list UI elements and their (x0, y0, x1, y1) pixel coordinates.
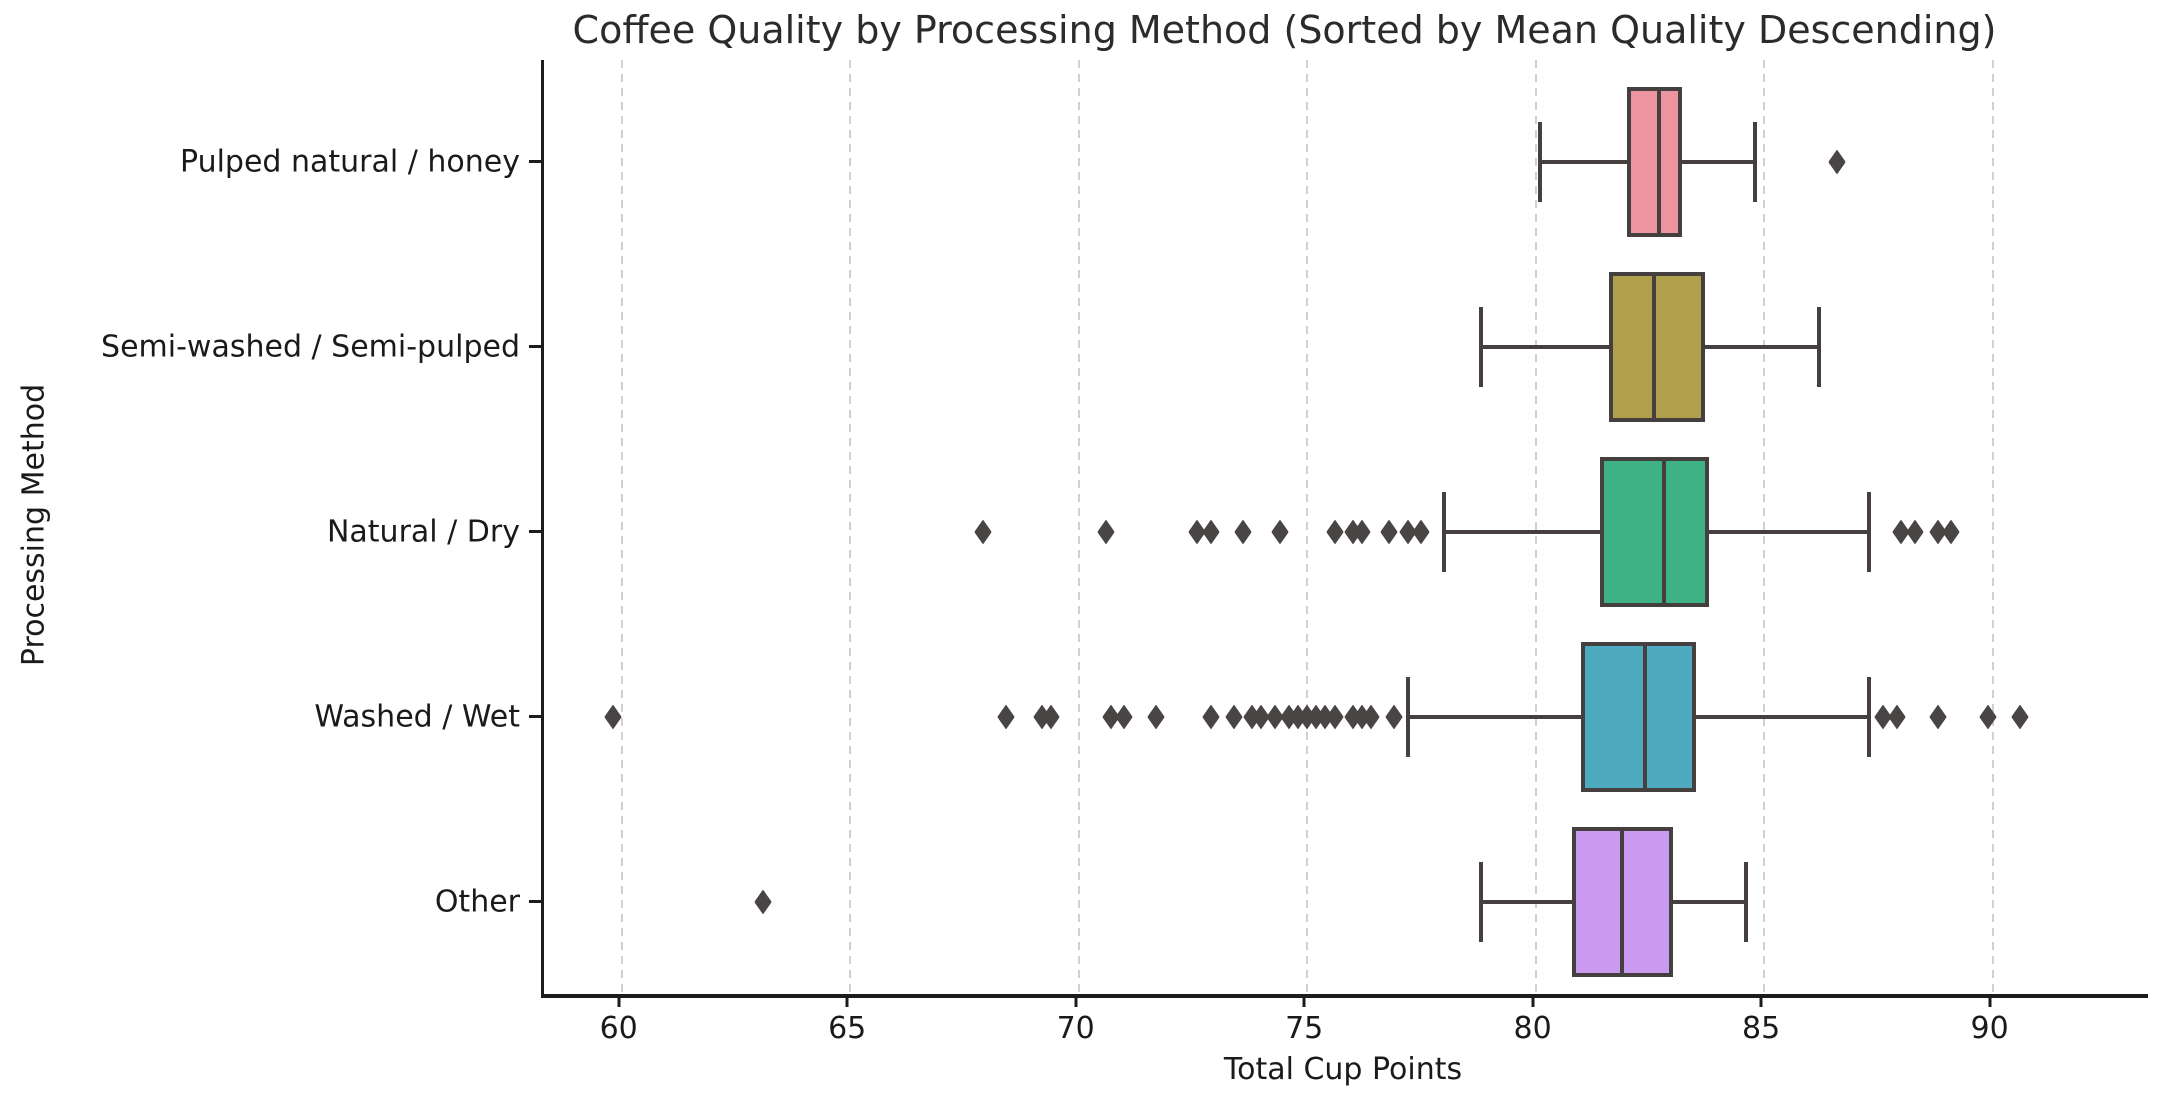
whisker-line-high (1695, 714, 1870, 719)
median-line (1661, 456, 1666, 607)
outlier-point (1979, 703, 1997, 730)
outlier-point (1225, 703, 1243, 730)
outlier-point (1362, 703, 1380, 730)
outlier-point (1828, 148, 1846, 175)
y-tick-label: Pulped natural / honey (180, 144, 520, 179)
gridline (1763, 60, 1766, 994)
box-1 (1627, 86, 1682, 237)
x-tick-label: 65 (828, 1011, 867, 1046)
whisker-line-high (1672, 899, 1746, 904)
outlier-point (1202, 703, 1220, 730)
x-tick-mark (1531, 994, 1535, 1007)
y-tick-mark (529, 715, 542, 718)
box-4 (1581, 641, 1696, 792)
x-tick-label: 85 (1742, 1011, 1781, 1046)
outlier-point (1906, 518, 1924, 545)
outlier-point (1929, 703, 1947, 730)
whisker-cap-high (1752, 121, 1757, 202)
whisker-line-low (1444, 529, 1600, 534)
whisker-cap-low (1442, 491, 1447, 572)
outlier-point (1042, 703, 1060, 730)
y-tick-mark (529, 160, 542, 163)
y-tick-mark (529, 530, 542, 533)
x-tick-label: 80 (1513, 1011, 1552, 1046)
whisker-cap-low (1478, 306, 1483, 387)
outlier-point (973, 518, 992, 545)
gridline (1077, 60, 1080, 994)
box-3 (1599, 456, 1710, 607)
x-tick-mark (617, 994, 621, 1007)
outlier-point (996, 703, 1015, 730)
y-axis-tick-labels: Pulped natural / honey Semi-washed / Semi… (0, 60, 520, 994)
x-tick-mark (1074, 994, 1078, 1007)
y-tick-label: Semi-washed / Semi-pulped (101, 329, 520, 364)
outlier-point (1942, 518, 1961, 545)
gridline (1991, 60, 1994, 994)
x-tick-mark (845, 994, 849, 1007)
x-tick-label: 70 (1056, 1011, 1095, 1046)
outlier-point (2011, 703, 2029, 730)
whisker-line-low (1480, 899, 1573, 904)
outlier-point (603, 703, 622, 730)
outlier-point (1115, 703, 1134, 730)
outlier-point (1325, 703, 1344, 730)
x-tick-mark (1759, 994, 1763, 1007)
gridline (849, 60, 852, 994)
x-tick-mark (1302, 994, 1306, 1007)
whisker-line-low (1480, 344, 1609, 349)
whisker-cap-high (1867, 676, 1872, 757)
plot-area (529, 60, 2148, 998)
whisker-line-high (1709, 529, 1870, 534)
y-tick-mark (529, 345, 542, 348)
y-tick-label: Natural / Dry (326, 514, 520, 549)
gridline (1306, 60, 1309, 994)
x-tick-label: 75 (1285, 1011, 1324, 1046)
x-tick-label: 60 (599, 1011, 638, 1046)
y-tick-mark (529, 900, 542, 903)
outlier-point (1887, 703, 1906, 730)
outlier-point (1097, 518, 1115, 545)
whisker-line-high (1681, 159, 1755, 164)
outlier-point (1325, 518, 1344, 545)
whisker-cap-low (1538, 121, 1543, 202)
x-axis-label: Total Cup Points (1223, 1052, 1463, 1087)
outlier-point (754, 888, 773, 915)
median-line (1657, 86, 1662, 237)
box-2 (1608, 271, 1705, 422)
outlier-point (1147, 703, 1166, 730)
outlier-point (1380, 518, 1399, 545)
outlier-point (1202, 518, 1220, 545)
y-tick-label: Other (434, 884, 520, 919)
x-axis: Total Cup Points 60 65 70 75 80 85 90 (541, 994, 2145, 1101)
y-tick-label: Washed / Wet (314, 699, 520, 734)
outlier-point (1234, 518, 1252, 545)
whisker-cap-low (1405, 676, 1410, 757)
x-tick-mark (1988, 994, 1992, 1007)
whisker-line-low (1407, 714, 1582, 719)
outlier-point (1412, 518, 1431, 545)
whisker-line-low (1540, 159, 1628, 164)
whisker-cap-high (1867, 491, 1872, 572)
median-line (1652, 271, 1657, 422)
chart-title: Coffee Quality by Processing Method (Sor… (572, 8, 1997, 52)
gridline (1534, 60, 1537, 994)
gridline (620, 60, 623, 994)
median-line (1643, 641, 1648, 792)
outlier-point (1271, 518, 1289, 545)
whisker-cap-high (1743, 861, 1748, 942)
outlier-point (1385, 703, 1403, 730)
whisker-cap-high (1816, 306, 1821, 387)
whisker-line-high (1704, 344, 1819, 349)
x-tick-label: 90 (1970, 1011, 2009, 1046)
median-line (1620, 826, 1625, 977)
whisker-cap-low (1478, 861, 1483, 942)
